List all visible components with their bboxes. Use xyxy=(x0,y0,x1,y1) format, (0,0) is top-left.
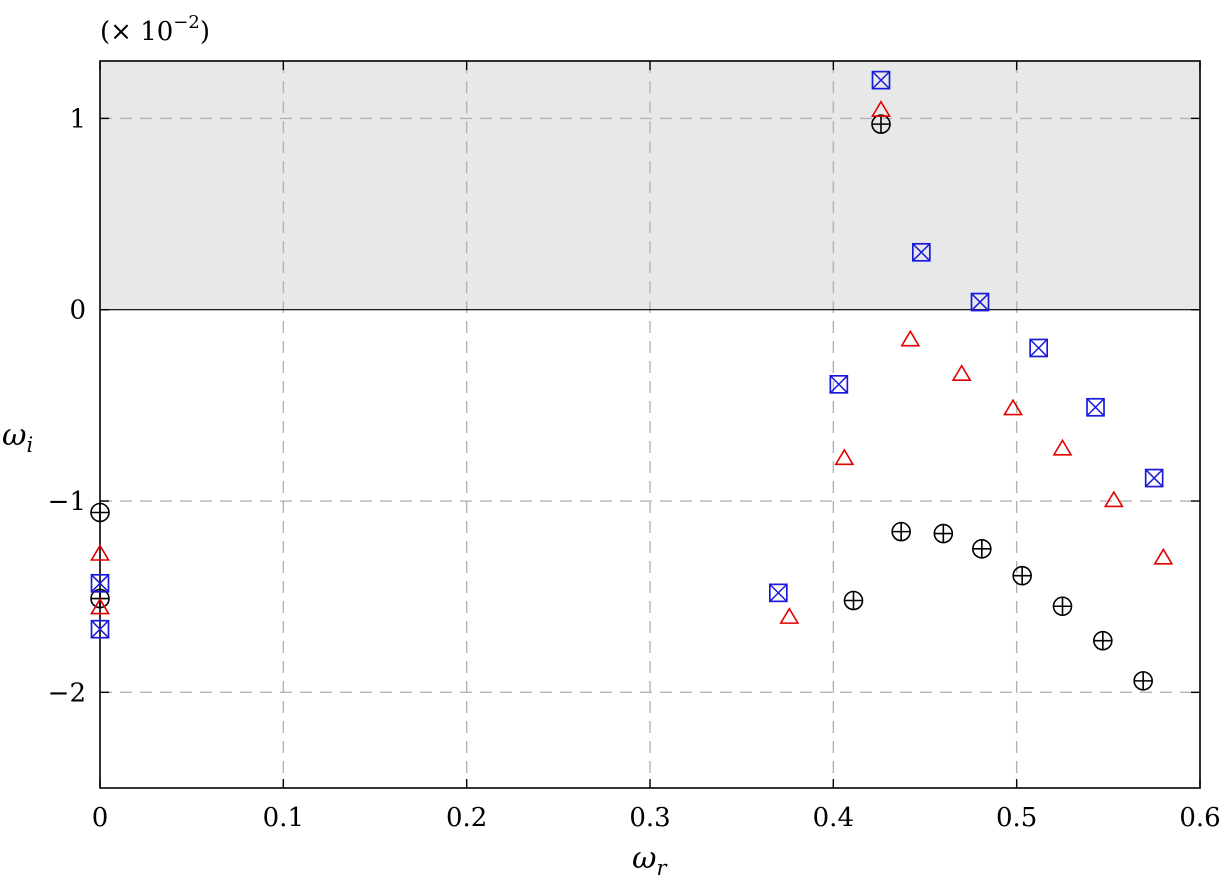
marker-square xyxy=(1086,397,1105,417)
x-tick-label: 0.5 xyxy=(996,803,1037,833)
y-tick-label: −1 xyxy=(48,487,86,517)
triangle-point xyxy=(871,100,891,117)
x-tick-label: 0.3 xyxy=(629,803,670,833)
x-tick-label: 0.6 xyxy=(1179,803,1220,833)
tick-labels: 0 0.1 0.2 0.3 0.4 0.5 0.6 −2 −1 0 1 xyxy=(48,104,1221,833)
square-x-point xyxy=(1029,338,1049,358)
marker-triangle xyxy=(90,544,110,561)
marker-square xyxy=(90,619,110,639)
marker-triangle xyxy=(1003,398,1023,416)
marker-diag2 xyxy=(829,375,848,394)
y-axis-label: ωi xyxy=(2,418,33,457)
circle-plus-point xyxy=(933,523,954,544)
data-points xyxy=(90,70,1174,691)
marker-diag2 xyxy=(90,620,110,639)
y-scale-factor: (× 10−2) xyxy=(100,12,210,47)
x-tick-label: 0 xyxy=(92,803,109,833)
marker-triangle xyxy=(1153,547,1174,565)
x-tick-label: 0.2 xyxy=(446,803,487,833)
marker-square xyxy=(829,374,849,394)
triangle-point xyxy=(779,607,800,624)
triangle-point xyxy=(834,448,855,466)
triangle-point xyxy=(951,364,972,381)
marker-diag2 xyxy=(1145,469,1164,488)
square-x-point xyxy=(911,242,931,262)
square-x-point xyxy=(768,583,788,603)
x-axis-label: ωr xyxy=(632,841,668,880)
square-x-point xyxy=(970,292,990,312)
marker-diag2 xyxy=(1086,398,1105,417)
square-x-point xyxy=(90,619,110,639)
square-x-point xyxy=(1086,397,1105,417)
y-tick-label: −2 xyxy=(48,678,86,708)
marker-triangle xyxy=(951,364,972,381)
circle-plus-point xyxy=(843,590,864,611)
tick-marks xyxy=(99,61,1201,788)
marker-diag2 xyxy=(871,71,891,90)
marker-diag2 xyxy=(769,583,788,602)
triangle-point xyxy=(1153,547,1174,565)
marker-square xyxy=(911,242,931,262)
marker-square xyxy=(1029,338,1049,358)
y-tick-label: 0 xyxy=(69,296,86,326)
circle-plus-point xyxy=(871,114,891,134)
triangle-point xyxy=(90,597,110,615)
x-tick-label: 0.4 xyxy=(813,803,854,833)
square-x-point xyxy=(871,70,891,90)
marker-square xyxy=(768,583,788,603)
marker-triangle xyxy=(1052,438,1073,456)
marker-triangle xyxy=(834,448,855,466)
marker-diag2 xyxy=(912,243,931,262)
circle-plus-point xyxy=(891,521,911,542)
marker-square xyxy=(90,573,110,593)
triangle-point xyxy=(1103,490,1124,508)
triangle-point xyxy=(900,329,921,347)
y-tick-label: 1 xyxy=(69,104,86,134)
x-tick-label: 0.1 xyxy=(263,803,304,833)
circle-plus-point xyxy=(90,502,110,523)
circle-plus-point xyxy=(972,539,992,559)
marker-triangle xyxy=(779,607,800,624)
marker-triangle xyxy=(900,329,921,347)
marker-diag2 xyxy=(970,293,990,312)
marker-square xyxy=(1144,468,1164,488)
marker-square xyxy=(871,70,891,90)
marker-triangle xyxy=(1103,490,1124,508)
triangle-point xyxy=(90,544,110,561)
circle-plus-point xyxy=(1093,630,1113,651)
marker-triangle xyxy=(871,100,891,117)
marker-diag2 xyxy=(1029,338,1048,358)
marker-square xyxy=(970,292,990,312)
circle-plus-point xyxy=(1052,596,1073,617)
marker-triangle xyxy=(90,597,110,615)
circle-plus-point xyxy=(1133,671,1153,691)
square-x-point xyxy=(1144,468,1164,488)
triangle-point xyxy=(1003,398,1023,416)
circle-plus-point xyxy=(1012,565,1032,586)
square-x-point xyxy=(90,573,110,593)
marker-diag2 xyxy=(90,574,110,593)
triangle-point xyxy=(1052,438,1073,456)
square-x-point xyxy=(829,374,849,394)
grid-lines xyxy=(100,61,1200,788)
